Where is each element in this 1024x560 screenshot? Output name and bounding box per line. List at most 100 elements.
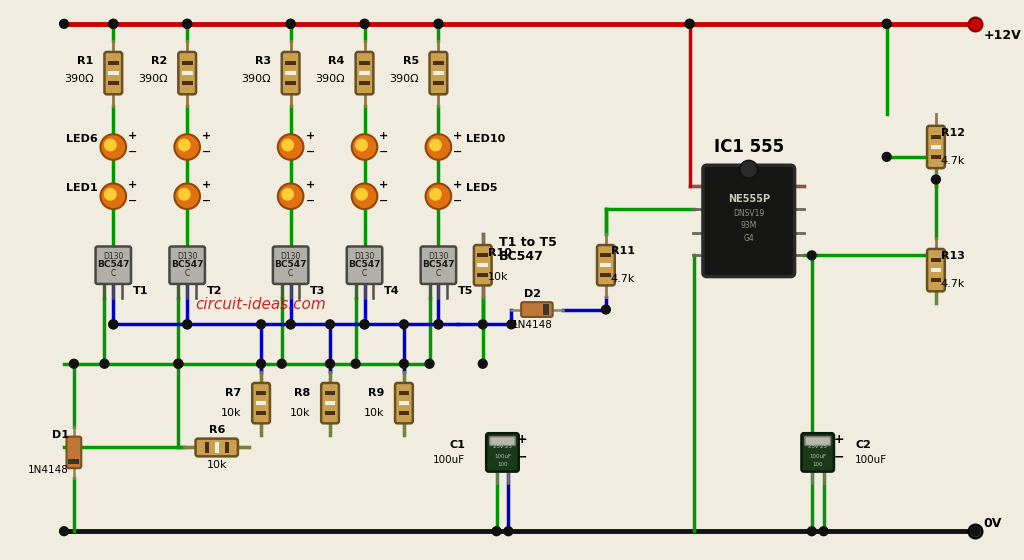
Bar — [600, 253, 611, 258]
Text: 93M: 93M — [740, 221, 757, 230]
Bar — [286, 81, 296, 85]
Circle shape — [109, 20, 118, 29]
Text: 10k: 10k — [221, 408, 242, 418]
Bar — [931, 278, 941, 282]
Bar — [108, 71, 119, 75]
Circle shape — [601, 305, 610, 314]
Circle shape — [174, 360, 182, 368]
Bar — [286, 61, 296, 65]
Text: LED5: LED5 — [466, 183, 498, 193]
Circle shape — [807, 251, 816, 260]
Circle shape — [434, 320, 442, 329]
Circle shape — [282, 188, 294, 200]
Text: −: − — [305, 196, 314, 206]
FancyBboxPatch shape — [521, 302, 553, 317]
Text: 10k: 10k — [364, 408, 384, 418]
FancyBboxPatch shape — [429, 52, 447, 94]
Bar — [108, 61, 119, 65]
Bar — [433, 71, 443, 75]
Text: +: + — [379, 131, 388, 141]
Text: 390Ω: 390Ω — [242, 74, 271, 84]
Text: 100uF: 100uF — [855, 455, 887, 465]
Text: R3: R3 — [255, 57, 271, 66]
Circle shape — [326, 320, 335, 329]
FancyBboxPatch shape — [196, 438, 238, 456]
Circle shape — [174, 184, 200, 209]
Circle shape — [685, 20, 694, 29]
Circle shape — [355, 139, 368, 151]
Circle shape — [278, 184, 303, 209]
Text: D1: D1 — [52, 430, 69, 440]
Text: D130: D130 — [177, 252, 198, 261]
Text: +: + — [305, 131, 314, 141]
Circle shape — [434, 20, 442, 29]
Text: 100: 100 — [812, 462, 823, 466]
Text: C: C — [111, 269, 116, 278]
Text: LED6: LED6 — [66, 134, 97, 144]
Bar — [931, 258, 941, 262]
FancyBboxPatch shape — [273, 246, 308, 284]
Circle shape — [286, 20, 295, 29]
Circle shape — [507, 320, 516, 329]
Bar — [600, 263, 611, 267]
FancyBboxPatch shape — [802, 433, 834, 472]
Bar — [215, 442, 219, 453]
Circle shape — [100, 134, 126, 160]
Bar — [325, 401, 336, 405]
FancyBboxPatch shape — [95, 246, 131, 284]
FancyBboxPatch shape — [805, 437, 830, 446]
Text: 1N4148: 1N4148 — [512, 320, 552, 330]
Circle shape — [971, 527, 980, 536]
Text: 10k: 10k — [290, 408, 310, 418]
Text: C: C — [288, 269, 293, 278]
Text: DNSV19: DNSV19 — [733, 208, 764, 217]
Text: BC547: BC547 — [422, 260, 455, 269]
Circle shape — [70, 360, 78, 368]
Text: −: − — [379, 196, 389, 206]
FancyBboxPatch shape — [395, 383, 413, 423]
Text: −: − — [202, 147, 211, 157]
FancyBboxPatch shape — [169, 246, 205, 284]
Text: D130: D130 — [103, 252, 124, 261]
Circle shape — [740, 160, 758, 178]
Circle shape — [59, 20, 69, 29]
Text: 4.7k: 4.7k — [941, 279, 966, 289]
Text: T3: T3 — [310, 286, 326, 296]
Circle shape — [109, 20, 118, 29]
Text: 100uF: 100uF — [433, 455, 465, 465]
Text: +: + — [517, 432, 527, 446]
Circle shape — [429, 139, 441, 151]
Circle shape — [399, 360, 409, 368]
Circle shape — [360, 320, 369, 329]
Text: T2: T2 — [207, 286, 222, 296]
Circle shape — [883, 152, 891, 161]
Text: 390Ω: 390Ω — [63, 74, 93, 84]
Text: C: C — [361, 269, 368, 278]
Text: −: − — [517, 450, 527, 463]
Bar — [931, 155, 941, 159]
Text: −: − — [454, 147, 463, 157]
Text: 390Ω: 390Ω — [315, 74, 345, 84]
Bar — [398, 391, 410, 395]
FancyBboxPatch shape — [486, 433, 519, 472]
Text: 25v 25: 25v 25 — [808, 444, 827, 449]
Text: G4: G4 — [743, 234, 754, 243]
Bar — [256, 411, 266, 415]
Circle shape — [257, 320, 265, 329]
Text: D2: D2 — [523, 289, 541, 299]
FancyBboxPatch shape — [322, 383, 339, 423]
Text: D130: D130 — [428, 252, 449, 261]
Text: C: C — [184, 269, 189, 278]
Text: 390Ω: 390Ω — [389, 74, 419, 84]
Text: R11: R11 — [610, 246, 635, 256]
Text: +12V: +12V — [983, 29, 1021, 42]
Circle shape — [807, 527, 816, 536]
Text: R12: R12 — [941, 128, 965, 138]
FancyBboxPatch shape — [104, 52, 122, 94]
FancyBboxPatch shape — [282, 52, 299, 94]
Text: −: − — [835, 450, 845, 463]
Text: −: − — [128, 147, 137, 157]
Text: T5: T5 — [458, 286, 473, 296]
Text: R2: R2 — [152, 57, 168, 66]
Circle shape — [399, 320, 409, 329]
